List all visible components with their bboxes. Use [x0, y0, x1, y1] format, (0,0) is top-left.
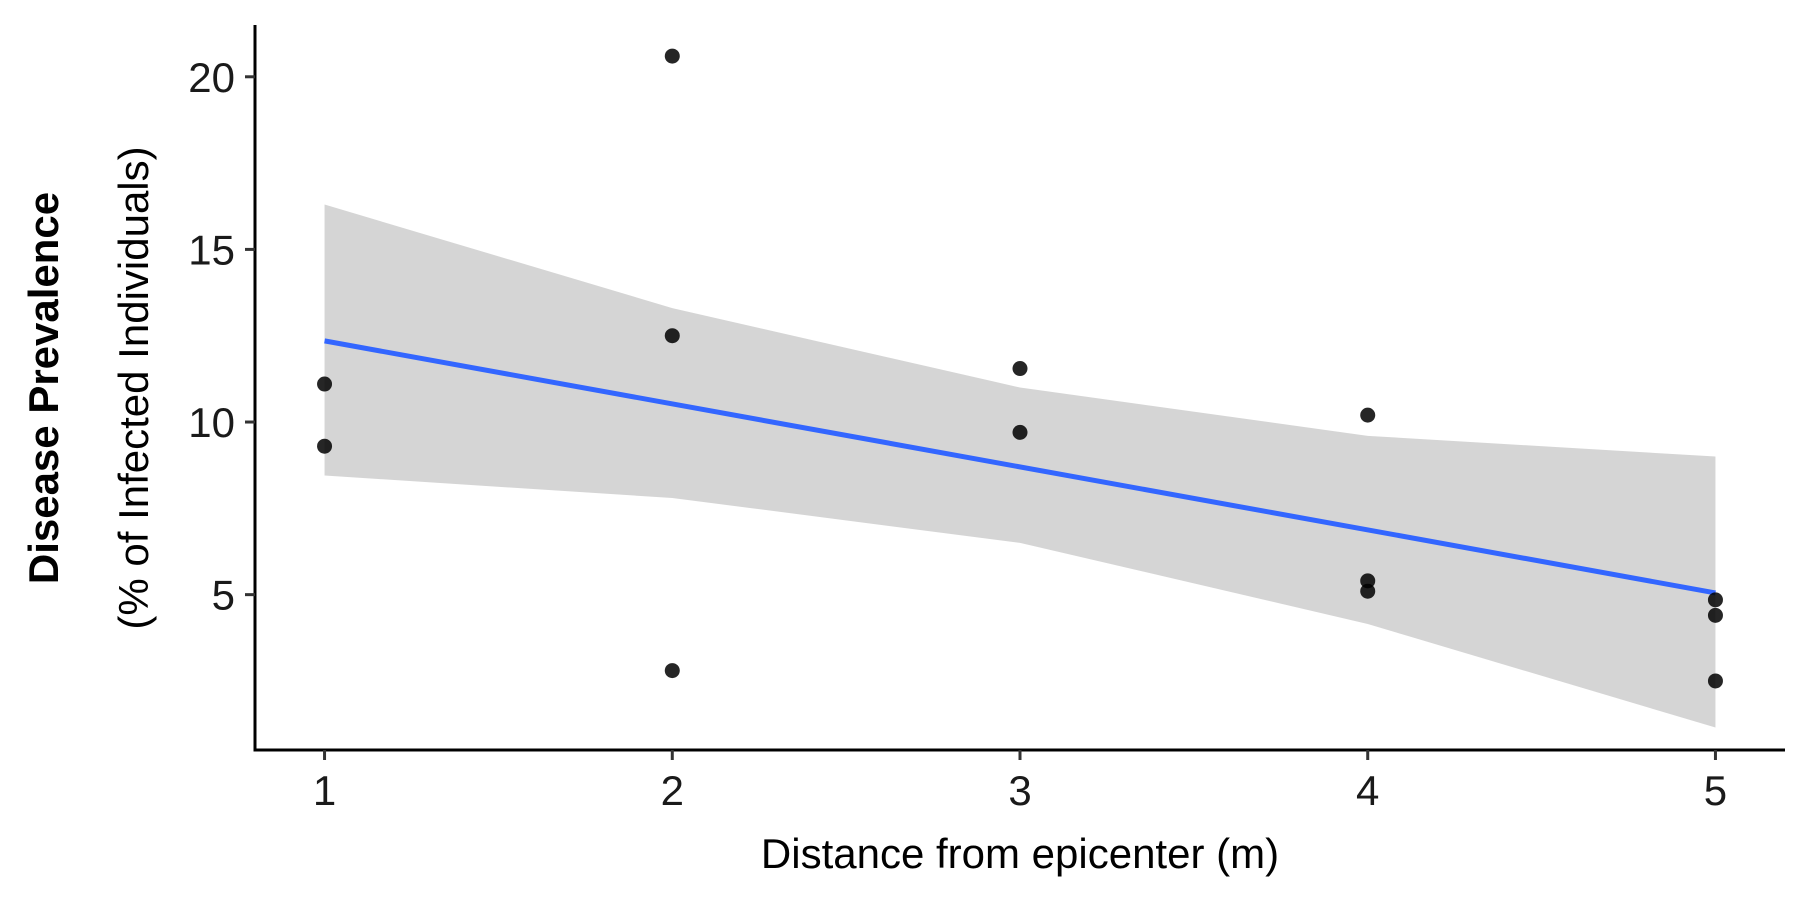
- y-tick-label: 5: [212, 572, 235, 619]
- data-point-11: [1707, 592, 1723, 608]
- x-tick-label: 2: [661, 767, 684, 814]
- ticks-layer: 1 2 3 4 5 5 10 15 20: [188, 54, 1727, 814]
- data-point-7: [1012, 424, 1028, 440]
- y-axis-title: Disease Prevalence: [20, 192, 67, 584]
- y-tick-label: 15: [188, 226, 235, 273]
- y-tick-label: 20: [188, 54, 235, 101]
- y-axis-subtitle: (% of Infected Individuals): [110, 146, 157, 629]
- x-axis-title: Distance from epicenter (m): [761, 830, 1279, 877]
- data-point-4: [664, 328, 680, 344]
- data-point-8: [1360, 407, 1376, 423]
- fit-line: [324, 338, 1716, 596]
- x-tick-label: 4: [1356, 767, 1379, 814]
- data-point-3: [664, 48, 680, 64]
- data-point-12: [1707, 607, 1723, 623]
- data-point-1: [317, 376, 333, 392]
- x-tick-label: 3: [1008, 767, 1031, 814]
- data-point-6: [1012, 361, 1028, 377]
- data-point-13: [1707, 673, 1723, 689]
- y-tick-label: 10: [188, 399, 235, 446]
- data-point-10: [1360, 583, 1376, 599]
- data-point-5: [664, 663, 680, 679]
- x-tick-label: 1: [313, 767, 336, 814]
- x-tick-label: 5: [1704, 767, 1727, 814]
- fit-line-layer: [324, 338, 1716, 596]
- data-point-9: [1360, 573, 1376, 589]
- data-point-2: [317, 438, 333, 454]
- points-layer: [317, 48, 1723, 689]
